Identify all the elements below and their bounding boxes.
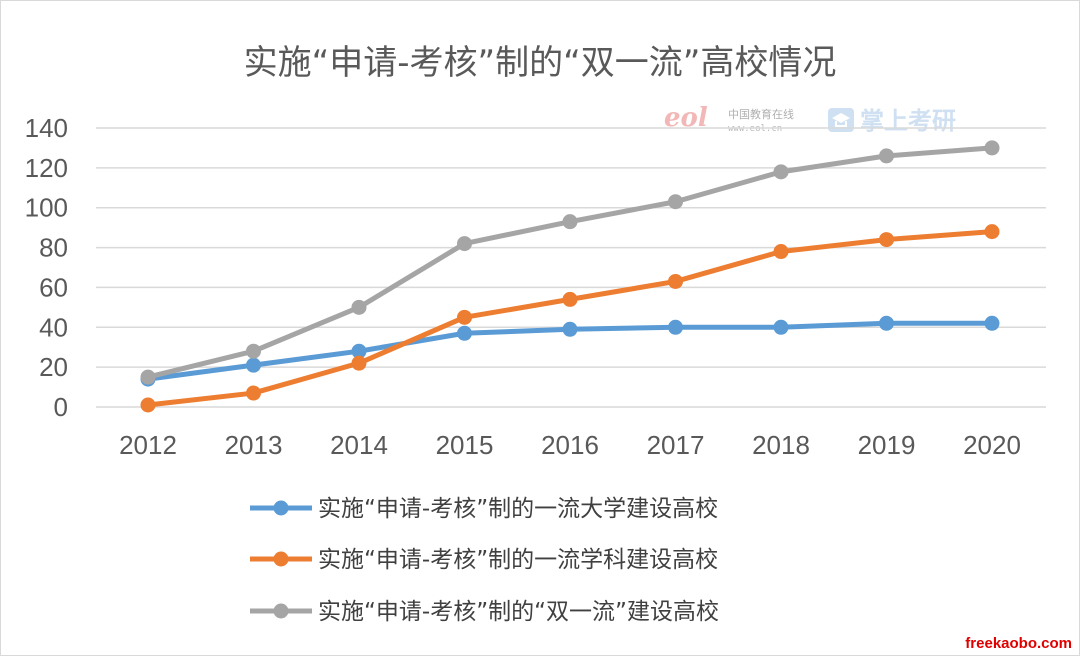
data-point (457, 236, 472, 252)
y-tick-label: 60 (39, 272, 68, 302)
chart-title: 实施“申请-考核”制的“双一流”高校情况 (244, 43, 837, 83)
data-point (773, 244, 789, 260)
zskw-text: 掌上考研 (860, 107, 956, 135)
series-line (145, 229, 995, 408)
data-point (246, 385, 261, 401)
x-tick-label: 2013 (225, 430, 283, 460)
data-point (668, 273, 683, 289)
legend-label: 实施“申请-考核”制的一流大学建设高校 (318, 496, 718, 522)
y-tick-label: 40 (39, 312, 68, 342)
data-point (140, 369, 156, 385)
data-point (879, 232, 894, 248)
data-point (879, 148, 894, 164)
data-point (246, 343, 261, 359)
series-1 (140, 315, 1000, 387)
x-tick-label: 2012 (119, 430, 177, 460)
x-tick-label: 2020 (963, 430, 1021, 460)
data-point (351, 299, 367, 315)
series-2 (140, 224, 1000, 413)
data-point (457, 325, 472, 341)
y-tick-label: 80 (39, 233, 68, 263)
legend-marker (273, 603, 289, 619)
data-point (773, 319, 789, 335)
data-point (668, 194, 683, 210)
series-line (145, 145, 995, 380)
legend-marker (273, 551, 289, 567)
x-tick-label: 2017 (647, 430, 705, 460)
data-point (773, 164, 789, 180)
y-tick-label: 20 (39, 352, 68, 382)
data-point (140, 397, 156, 413)
x-tick-label: 2016 (541, 430, 599, 460)
y-tick-label: 0 (54, 392, 68, 422)
legend-label: 实施“申请-考核”制的一流学科建设高校 (318, 547, 718, 573)
data-point (457, 309, 472, 325)
site-watermark: freekaobo.com (965, 635, 1072, 652)
x-tick-label: 2014 (330, 430, 388, 460)
x-axis: 2012 2013 2014 2015 2016 2017 2018 2019 2020 (119, 430, 1021, 460)
legend-label: 实施“申请-考核”制的“双一流”建设高校 (318, 599, 719, 625)
y-tick-label: 140 (25, 113, 68, 143)
data-point (562, 321, 578, 337)
legend-item: 实施“申请-考核”制的一流学科建设高校 (250, 547, 718, 573)
y-tick-label: 100 (25, 193, 68, 223)
data-point (879, 315, 894, 331)
legend-marker (273, 500, 289, 516)
data-point (562, 291, 578, 307)
data-point (984, 140, 1000, 156)
legend-item: 实施“申请-考核”制的一流大学建设高校 (250, 496, 718, 522)
data-point (668, 319, 683, 335)
data-point (351, 343, 367, 359)
x-tick-label: 2018 (752, 430, 810, 460)
graduation-cap-icon (828, 108, 854, 132)
data-point (984, 315, 1000, 331)
legend: 实施“申请-考核”制的一流大学建设高校实施“申请-考核”制的一流学科建设高校实施… (250, 496, 719, 625)
series-lines (140, 140, 1000, 413)
eol-name: 中国教育在线 (728, 107, 794, 121)
data-point (246, 357, 261, 373)
legend-item: 实施“申请-考核”制的“双一流”建设高校 (250, 599, 719, 625)
y-axis: 0 20 40 60 80 100 120 140 (25, 113, 68, 422)
y-tick-label: 120 (25, 153, 68, 183)
x-tick-label: 2015 (436, 430, 494, 460)
series-3 (140, 140, 1000, 385)
data-point (351, 355, 367, 371)
eol-url: www.eol.cn (728, 124, 782, 134)
data-point (562, 214, 578, 230)
x-tick-label: 2019 (858, 430, 916, 460)
watermark: eol 中国教育在线 www.eol.cn 掌上考研 (664, 103, 956, 135)
data-point (984, 224, 1000, 240)
